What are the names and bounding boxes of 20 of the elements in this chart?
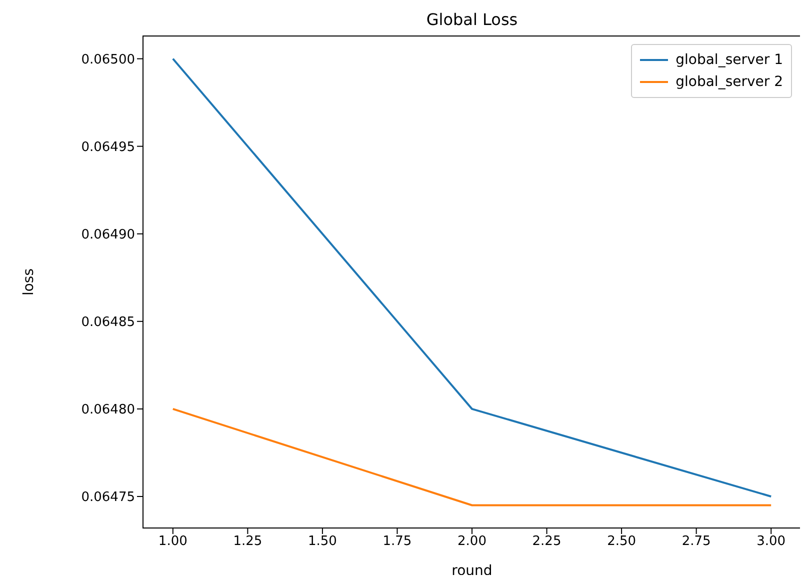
x-tick-label: 1.50 xyxy=(308,534,337,550)
x-tick-label: 1.75 xyxy=(382,534,412,550)
x-tick-label: 2.25 xyxy=(532,534,562,550)
y-axis-title: loss xyxy=(20,268,37,296)
y-tick-label: 0.06475 xyxy=(81,490,135,506)
x-tick-label: 2.00 xyxy=(458,534,486,550)
y-tick-label: 0.06485 xyxy=(81,315,135,330)
x-tick-label: 1.00 xyxy=(158,534,188,550)
legend-label: global_server 1 xyxy=(676,51,783,70)
y-tick-label: 0.06500 xyxy=(81,52,135,68)
x-axis-title: round xyxy=(452,563,492,579)
y-tick-label: 0.06490 xyxy=(81,227,135,242)
x-tick-label: 1.25 xyxy=(233,534,262,550)
y-tick-label: 0.06480 xyxy=(81,402,135,418)
x-tick-label: 2.50 xyxy=(607,534,636,550)
legend-label: global_server 2 xyxy=(676,73,783,92)
y-tick-label: 0.06495 xyxy=(81,140,135,155)
x-tick-label: 3.00 xyxy=(756,534,786,550)
chart-title: Global Loss xyxy=(425,10,519,29)
x-tick-label: 2.75 xyxy=(682,534,711,550)
